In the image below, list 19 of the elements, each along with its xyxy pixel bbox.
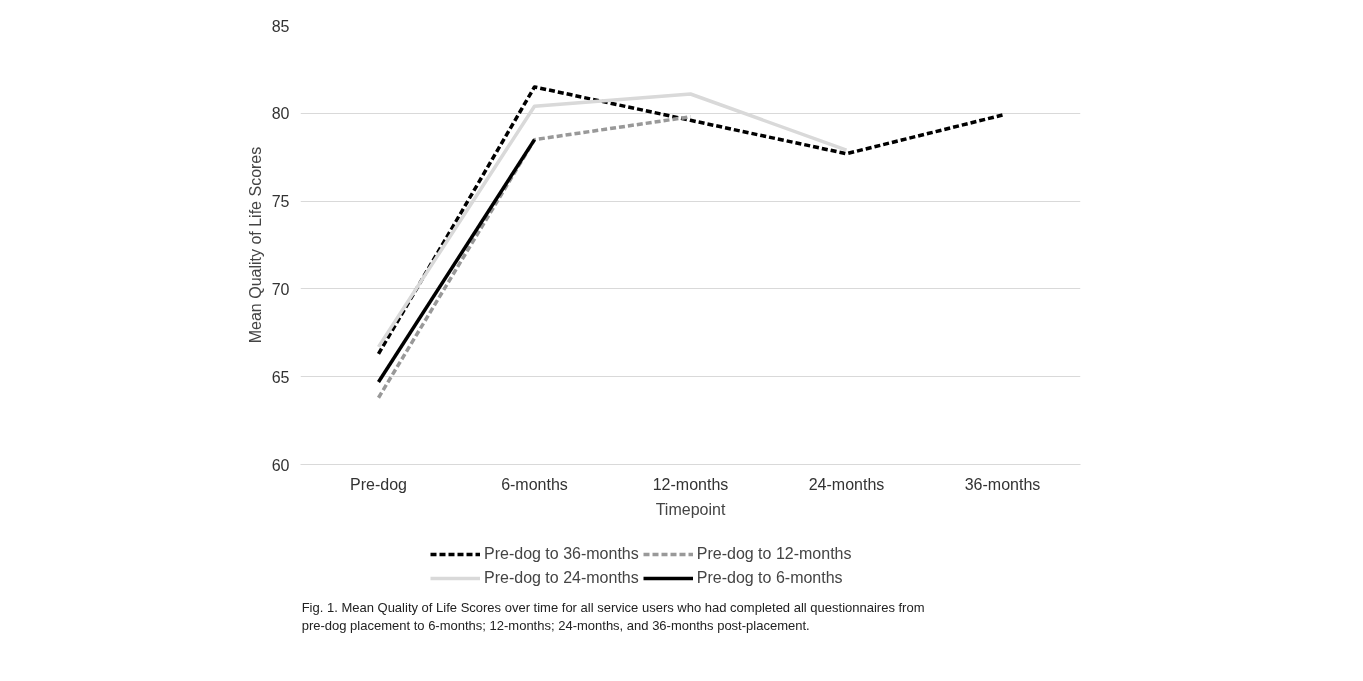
legend-label: Pre-dog to 24-months: [484, 569, 639, 587]
x-tick-label: 36-months: [964, 475, 1041, 493]
y-tick-label: 70: [271, 280, 290, 298]
legend-label: Pre-dog to 12-months: [696, 545, 852, 563]
legend-label: Pre-dog to 6-months: [696, 569, 843, 587]
caption: Fig. 1. Mean Quality of Life Scores over time for all service users who had completed all questionnaires from pre-dog placement to 6-months; 12-months; 24-months, and 36-months post-placement.: [301, 599, 925, 633]
x-tick-label: 6-months: [501, 475, 568, 493]
y-tick-label: 80: [271, 105, 290, 123]
x-tick-label: 12-months: [652, 475, 729, 493]
line-series: [376, 85, 1005, 356]
x-tick-label: 24-months: [808, 475, 885, 493]
y-tick-label: 60: [271, 456, 290, 474]
x-tick-label: Pre-dog: [350, 475, 407, 493]
y-tick-label: 85: [271, 17, 290, 35]
y-tick-label: 65: [271, 368, 290, 386]
y-axis-title: Mean Quality of Life Scores: [246, 146, 264, 344]
legend-label: Pre-dog to 36-months: [484, 545, 639, 563]
x-axis-title: Timepoint: [655, 500, 726, 518]
y-tick-label: 75: [271, 193, 290, 211]
